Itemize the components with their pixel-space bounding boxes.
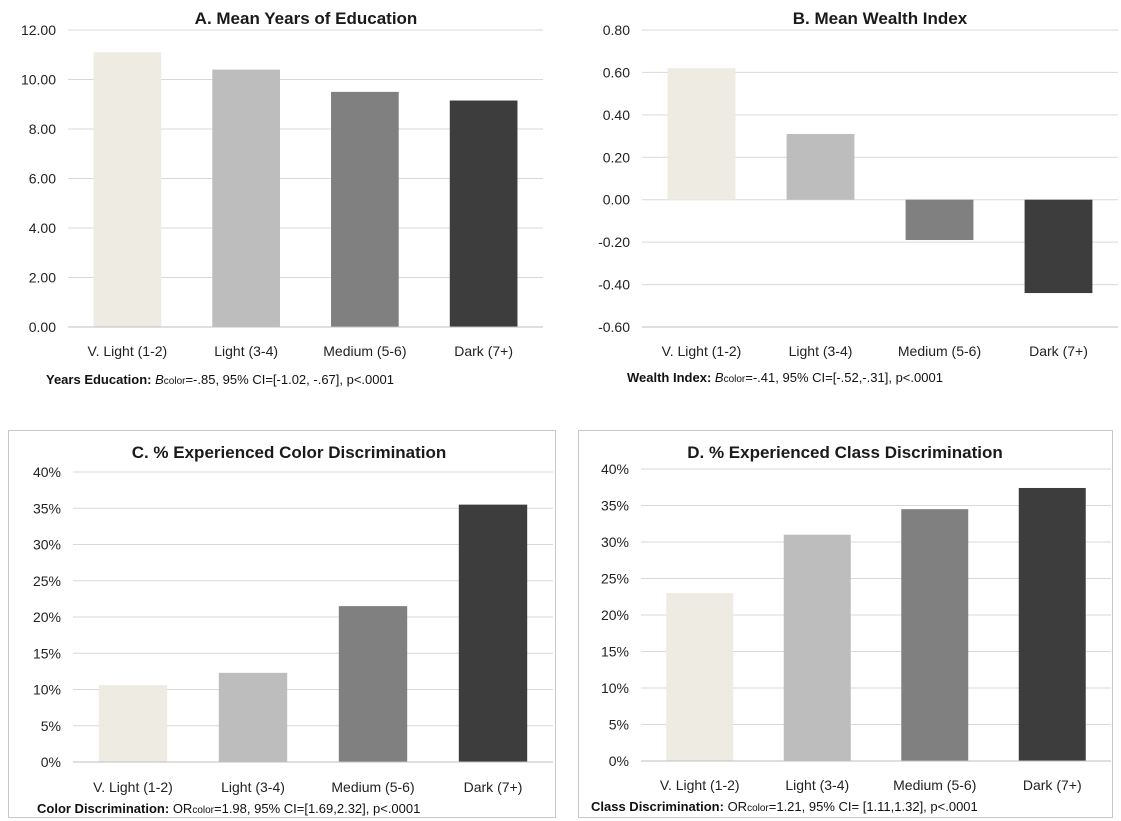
chart-b-category-label: Medium (5-6) (898, 343, 981, 359)
chart-c-category-label: V. Light (1-2) (93, 779, 173, 795)
footnote-b-coef: B (714, 370, 724, 385)
chart-c-bar (458, 504, 528, 762)
footnote-a-label: Years Education: (46, 372, 152, 387)
chart-a-ytick-label: 8.00 (29, 121, 56, 137)
footnote-c-stats: =1.98, 95% CI=[1.69,2.32], p<.0001 (214, 801, 421, 816)
chart-d-ytick-label: 10% (601, 680, 629, 696)
chart-a-ytick-label: 12.00 (21, 22, 56, 38)
chart-b-bar (667, 68, 736, 200)
chart-a-ytick-label: 0.00 (29, 319, 56, 335)
panel-b: B. Mean Wealth Index -0.60 -0.40 -0.20 0.00 0… (560, 0, 1121, 400)
footnote-b-coef-sub: color (723, 374, 746, 385)
chart-b-ytick-label: 0.40 (603, 107, 630, 123)
chart-c-bar (338, 606, 408, 762)
chart-d-category-label: Medium (5-6) (893, 777, 976, 793)
footnote-d-coef-sub: color (747, 803, 769, 814)
chart-d-ytick-label: 30% (601, 534, 629, 550)
chart-c-category-label: Dark (7+) (464, 779, 523, 795)
chart-c-category-label: Light (3-4) (221, 779, 285, 795)
chart-d-category-label: V. Light (1-2) (660, 777, 740, 793)
chart-d-ytick-label: 20% (601, 607, 629, 623)
chart-c-ytick-label: 15% (33, 645, 61, 661)
chart-c-ytick-label: 5% (41, 718, 61, 734)
chart-a-bar (449, 100, 518, 327)
chart-a-ytick-label: 10.00 (21, 72, 56, 88)
chart-b-title: B. Mean Wealth Index (793, 9, 968, 28)
chart-b-bar (905, 199, 974, 241)
chart-a-category-label: Light (3-4) (214, 343, 278, 359)
chart-b-ytick-label: 0.20 (603, 149, 630, 165)
chart-a-bar (331, 91, 399, 327)
chart-d-bar (901, 509, 969, 761)
footnote-c-coef-sub: color (192, 805, 214, 816)
chart-c-ytick-label: 35% (33, 500, 61, 516)
chart-b-ytick-label: 0.80 (603, 22, 630, 38)
footnote-d-stats: =1.21, 95% CI= [1.11,1.32], p<.0001 (768, 799, 978, 814)
chart-b-ytick-label: 0.60 (603, 64, 630, 80)
chart-c-bar (98, 685, 168, 762)
footnote-a-stats: =-.85, 95% CI=[-1.02, -.67], p<.0001 (185, 372, 394, 387)
footnote-c: Color Discrimination: ORcolor=1.98, 95% … (37, 801, 420, 816)
footnote-b-stats: =-.41, 95% CI=[-.52,-.31], p<.0001 (745, 370, 943, 385)
footnote-b-label: Wealth Index: (627, 370, 712, 385)
chart-b-category-label: Light (3-4) (789, 343, 853, 359)
chart-b-bar (786, 133, 855, 200)
chart-c-ytick-label: 40% (33, 464, 61, 480)
chart-c-ytick-label: 0% (41, 754, 61, 770)
chart-d-ytick-label: 15% (601, 644, 629, 660)
chart-c-ytick-label: 30% (33, 537, 61, 553)
chart-a-ytick-label: 2.00 (29, 270, 56, 286)
chart-b-ytick-label: -0.20 (598, 234, 630, 250)
chart-a-ytick-label: 6.00 (29, 171, 56, 187)
footnote-b: Wealth Index: Bcolor=-.41, 95% CI=[-.52,… (627, 370, 943, 385)
panel-d: D. % Experienced Class Discrimination 0% 5… (578, 430, 1113, 818)
chart-c-category-label: Medium (5-6) (331, 779, 414, 795)
chart-b-bar (1024, 199, 1093, 294)
footnote-c-coef: OR (172, 801, 193, 816)
footnote-c-label: Color Discrimination: (37, 801, 170, 816)
footnote-d-coef: OR (727, 799, 748, 814)
chart-a-category-label: Dark (7+) (454, 343, 513, 359)
chart-c-ytick-label: 25% (33, 573, 61, 589)
chart-d-bar (783, 534, 851, 761)
chart-c-svg: C. % Experienced Color Discrimination 0% 5… (33, 443, 553, 795)
chart-d-ytick-label: 5% (609, 717, 629, 733)
chart-d-bar (666, 593, 734, 761)
chart-b-category-label: V. Light (1-2) (662, 343, 742, 359)
footnote-a-coef: B (155, 372, 164, 387)
chart-d-ytick-label: 40% (601, 461, 629, 477)
chart-a-bar (93, 52, 162, 328)
chart-c-title: C. % Experienced Color Discrimination (132, 443, 447, 462)
chart-d-category-label: Light (3-4) (785, 777, 849, 793)
chart-d-ytick-label: 25% (601, 571, 629, 587)
chart-a-ytick-label: 4.00 (29, 220, 56, 236)
chart-a-bar (212, 69, 280, 327)
footnote-d-label: Class Discrimination: (591, 799, 724, 814)
chart-a-title: A. Mean Years of Education (195, 9, 418, 28)
footnote-a: Years Education: Bcolor=-.85, 95% CI=[-1… (46, 372, 394, 387)
chart-d-category-label: Dark (7+) (1023, 777, 1082, 793)
chart-c-bar (218, 672, 288, 762)
chart-a-category-label: Medium (5-6) (323, 343, 406, 359)
chart-b-ytick-label: 0.00 (603, 192, 630, 208)
chart-d-bar (1018, 487, 1086, 761)
chart-b-ytick-label: -0.40 (598, 277, 630, 293)
panel-a: A. Mean Years of Education 0.00 2.00 4.00 6.… (0, 0, 560, 400)
chart-b-category-label: Dark (7+) (1029, 343, 1088, 359)
chart-d-ytick-label: 35% (601, 498, 629, 514)
chart-d-title: D. % Experienced Class Discrimination (687, 443, 1003, 462)
chart-c-ytick-label: 20% (33, 609, 61, 625)
chart-d-ytick-label: 0% (609, 753, 629, 769)
chart-a-category-label: V. Light (1-2) (88, 343, 168, 359)
chart-d-svg: D. % Experienced Class Discrimination 0% 5… (601, 443, 1111, 793)
footnote-d: Class Discrimination: ORcolor=1.21, 95% … (591, 799, 978, 814)
chart-b-ytick-label: -0.60 (598, 319, 630, 335)
panel-c: C. % Experienced Color Discrimination 0% 5… (8, 430, 556, 818)
chart-b-svg: B. Mean Wealth Index -0.60 -0.40 -0.20 0.00 0… (598, 9, 1118, 359)
footnote-a-coef-sub: color (163, 376, 186, 387)
chart-a-svg: A. Mean Years of Education 0.00 2.00 4.00 6.… (21, 9, 543, 359)
chart-c-ytick-label: 10% (33, 682, 61, 698)
